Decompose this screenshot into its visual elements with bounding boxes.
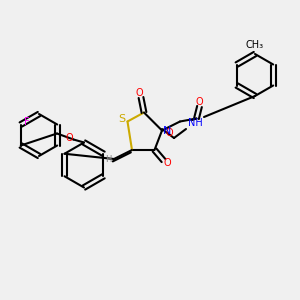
Text: H: H xyxy=(105,154,111,164)
Text: F: F xyxy=(24,116,30,127)
Text: N: N xyxy=(163,125,172,136)
Text: NH: NH xyxy=(188,118,202,128)
Text: O: O xyxy=(196,97,203,107)
Text: CH₃: CH₃ xyxy=(246,40,264,50)
Text: S: S xyxy=(118,113,126,124)
Text: O: O xyxy=(166,128,173,139)
Text: O: O xyxy=(163,158,171,169)
Text: O: O xyxy=(136,88,143,98)
Text: O: O xyxy=(65,133,73,143)
